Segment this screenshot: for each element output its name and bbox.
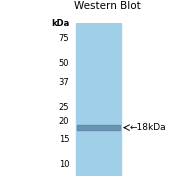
Text: 50: 50 [59,59,69,68]
Text: 25: 25 [59,103,69,112]
Text: 37: 37 [58,78,69,87]
Text: 15: 15 [59,134,69,143]
Text: 75: 75 [59,34,69,43]
Text: 10: 10 [59,160,69,169]
Text: ←18kDa: ←18kDa [130,123,166,132]
Text: 20: 20 [59,116,69,125]
Text: Western Blot: Western Blot [74,1,141,11]
Text: kDa: kDa [51,19,69,28]
